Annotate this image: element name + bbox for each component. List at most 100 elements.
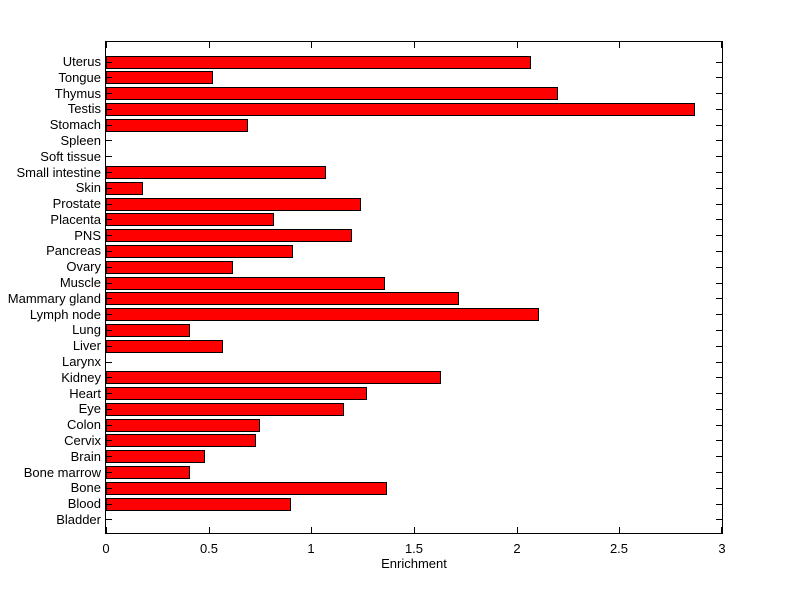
- right-ytick-lung: [716, 330, 722, 331]
- right-ytick-larynx: [716, 362, 722, 363]
- y-tick-label-skin: Skin: [75, 180, 101, 195]
- top-xtick-1: [311, 42, 312, 48]
- bar-testis: [106, 102, 695, 116]
- bar-lymph-node: [106, 308, 539, 322]
- y-tick-label-lung: Lung: [72, 322, 101, 337]
- y-tick-label-thymus: Thymus: [54, 86, 101, 101]
- y-tick-label-colon: Colon: [67, 417, 101, 432]
- bar-pancreas: [106, 244, 293, 258]
- y-tick-label-liver: Liver: [72, 338, 101, 353]
- left-ytick-tongue: [106, 77, 112, 78]
- y-tick-label-bladder: Bladder: [56, 512, 101, 527]
- left-ytick-eye: [106, 409, 112, 410]
- y-tick-label-lymph-node: Lymph node: [29, 307, 101, 322]
- bar-liver: [106, 339, 223, 353]
- bar-bone: [106, 481, 387, 495]
- bar-blood: [106, 497, 291, 511]
- y-tick-label-small-intestine: Small intestine: [16, 165, 101, 180]
- right-ytick-testis: [716, 109, 722, 110]
- right-ytick-liver: [716, 346, 722, 347]
- y-tick-label-stomach: Stomach: [49, 117, 101, 132]
- bar-eye: [106, 402, 344, 416]
- bar-brain: [106, 450, 205, 464]
- right-ytick-thymus: [716, 93, 722, 94]
- right-ytick-brain: [716, 456, 722, 457]
- y-tick-label-prostate: Prostate: [52, 196, 101, 211]
- right-ytick-bone: [716, 488, 722, 489]
- right-ytick-uterus: [716, 62, 722, 63]
- bar-kidney: [106, 371, 441, 385]
- left-ytick-stomach: [106, 125, 112, 126]
- left-ytick-spleen: [106, 140, 112, 141]
- bar-muscle: [106, 276, 385, 290]
- x-tick-label-1: 1: [307, 541, 315, 556]
- left-ytick-bone: [106, 488, 112, 489]
- right-ytick-skin: [716, 188, 722, 189]
- left-ytick-lung: [106, 330, 112, 331]
- y-tick-label-larynx: Larynx: [61, 354, 101, 369]
- y-tick-label-bone-marrow: Bone marrow: [23, 465, 101, 480]
- right-ytick-pns: [716, 235, 722, 236]
- left-ytick-muscle: [106, 283, 112, 284]
- bar-cervix: [106, 434, 256, 448]
- bottom-xtick-1.5: [414, 527, 415, 533]
- bar-lung: [106, 323, 190, 337]
- bar-pns: [106, 229, 352, 243]
- y-tick-label-pns: PNS: [74, 228, 101, 243]
- y-tick-label-cervix: Cervix: [64, 433, 101, 448]
- right-ytick-cervix: [716, 440, 722, 441]
- x-tick-label-0: 0: [102, 541, 110, 556]
- y-tick-label-heart: Heart: [69, 386, 101, 401]
- bottom-xtick-2: [517, 527, 518, 533]
- right-ytick-bone-marrow: [716, 472, 722, 473]
- y-tick-label-placenta: Placenta: [50, 212, 101, 227]
- right-ytick-soft-tissue: [716, 156, 722, 157]
- plot-area: [105, 41, 723, 534]
- left-ytick-skin: [106, 188, 112, 189]
- right-ytick-bladder: [716, 519, 722, 520]
- right-ytick-mammary-gland: [716, 298, 722, 299]
- bar-uterus: [106, 55, 531, 69]
- left-ytick-cervix: [106, 440, 112, 441]
- left-ytick-bladder: [106, 519, 112, 520]
- left-ytick-colon: [106, 425, 112, 426]
- left-ytick-liver: [106, 346, 112, 347]
- right-ytick-tongue: [716, 77, 722, 78]
- y-tick-label-kidney: Kidney: [61, 370, 101, 385]
- y-tick-label-soft-tissue: Soft tissue: [40, 149, 101, 164]
- left-ytick-testis: [106, 109, 112, 110]
- right-ytick-ovary: [716, 267, 722, 268]
- left-ytick-kidney: [106, 377, 112, 378]
- x-axis-label: Enrichment: [381, 556, 447, 571]
- top-xtick-2.5: [619, 42, 620, 48]
- bottom-xtick-0: [106, 527, 107, 533]
- right-ytick-heart: [716, 393, 722, 394]
- left-ytick-uterus: [106, 62, 112, 63]
- bar-small-intestine: [106, 166, 326, 180]
- x-tick-label-0.5: 0.5: [199, 541, 219, 556]
- bottom-xtick-3: [721, 527, 722, 533]
- y-tick-label-bone: Bone: [70, 480, 101, 495]
- left-ytick-brain: [106, 456, 112, 457]
- left-ytick-ovary: [106, 267, 112, 268]
- x-tick-label-2: 2: [513, 541, 521, 556]
- y-tick-label-spleen: Spleen: [60, 133, 101, 148]
- right-ytick-prostate: [716, 204, 722, 205]
- right-ytick-spleen: [716, 140, 722, 141]
- left-ytick-blood: [106, 504, 112, 505]
- bar-colon: [106, 418, 260, 432]
- left-ytick-mammary-gland: [106, 298, 112, 299]
- top-xtick-2: [517, 42, 518, 48]
- x-tick-label-3: 3: [718, 541, 726, 556]
- y-tick-label-eye: Eye: [78, 401, 101, 416]
- y-tick-label-blood: Blood: [67, 496, 101, 511]
- top-xtick-0: [106, 42, 107, 48]
- left-ytick-bone-marrow: [106, 472, 112, 473]
- bar-thymus: [106, 87, 558, 101]
- bottom-xtick-1: [311, 527, 312, 533]
- right-ytick-stomach: [716, 125, 722, 126]
- y-tick-label-brain: Brain: [70, 449, 101, 464]
- bar-mammary-gland: [106, 292, 459, 306]
- left-ytick-heart: [106, 393, 112, 394]
